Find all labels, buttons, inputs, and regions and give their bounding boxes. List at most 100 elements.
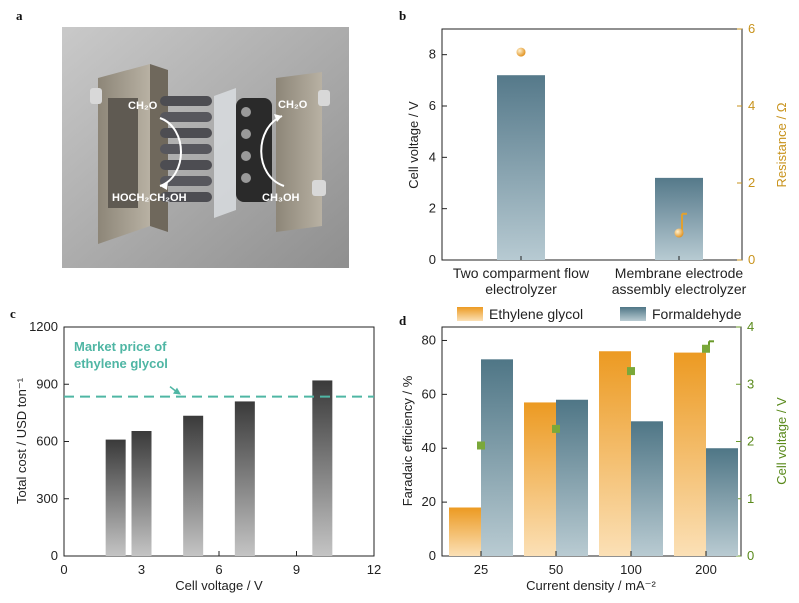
panel-c-ytick-label: 0: [51, 548, 58, 563]
panel-c-bar: [131, 431, 152, 556]
panel-c-bar: [312, 380, 333, 556]
panel-d-bar-formaldehyde: [706, 448, 738, 556]
panel-d-ytick-label: 60: [422, 386, 436, 401]
panel-a: a: [16, 8, 349, 268]
panel-letter-d: d: [399, 313, 407, 328]
panel-d-legend-label: Formaldehyde: [652, 306, 742, 322]
panel-c-bar: [234, 401, 255, 556]
left-arrowhead: [160, 181, 168, 190]
panel-d-bar-formaldehyde: [481, 359, 513, 556]
panel-d-voltage-point: [627, 367, 635, 376]
panel-b-category-label: Two comparment flow: [453, 265, 590, 281]
panel-d-bars: [449, 351, 738, 556]
panel-letter-b: b: [399, 8, 406, 23]
panel-b-category-label: electrolyzer: [485, 281, 557, 297]
panel-d-x-axis: 25 50 100 200: [474, 551, 717, 577]
panel-d-voltage-points: [477, 340, 714, 450]
panel-d-voltage-point: [552, 424, 560, 433]
panel-d-bar-formaldehyde: [631, 421, 663, 556]
panel-d-ylabel: Faradaic efficiency / %: [400, 375, 415, 506]
panel-d-legend-label: Ethylene glycol: [489, 306, 583, 322]
panel-d-xlabel: Current density / mA⁻²: [526, 578, 656, 593]
panel-b-y2tick-label: 0: [748, 252, 755, 267]
label-right-top: CH₂O: [278, 99, 308, 111]
right-arrowhead: [274, 114, 282, 122]
panel-b-chart: b 0 2 4 6 8 0 2 4 6 Two comparment flowelectrol…: [399, 8, 789, 297]
panel-d-bar-ethylene-glycol: [449, 507, 481, 556]
panel-b-y2tick-label: 6: [748, 21, 755, 36]
panel-c-ylabel: Total cost / USD ton⁻¹: [14, 377, 29, 504]
panel-b-bar: [655, 177, 703, 260]
panel-b-resistance-points: [516, 47, 687, 238]
panel-c-market-price-label: Market price of: [74, 339, 167, 354]
panel-d-left-axis: 0 20 40 60 80: [422, 332, 447, 563]
panel-d-ytick-label: 0: [429, 548, 436, 563]
panel-c-xtick-label: 9: [293, 562, 300, 577]
label-left-top: CH₂O: [128, 100, 158, 112]
panel-d-bar-ethylene-glycol: [674, 352, 706, 556]
panel-b-ytick-label: 8: [429, 47, 436, 62]
panel-b-category-label: Membrane electrode: [615, 265, 744, 281]
panel-d-y2tick-label: 4: [747, 319, 754, 334]
panel-c-ytick-label: 600: [36, 434, 58, 449]
panel-d-bar-ethylene-glycol: [599, 351, 631, 556]
panel-b-ytick-label: 2: [429, 201, 436, 216]
panel-b-frame: [441, 28, 743, 261]
panel-d-xtick-label: 50: [549, 562, 563, 577]
panel-b-y2tick-label: 4: [748, 98, 755, 113]
panel-d-xtick-label: 200: [695, 562, 717, 577]
panel-c-reference-line: Market price of ethylene glycol: [64, 339, 374, 398]
left-electrode-rods: [160, 96, 212, 202]
panel-d-y2tick-label: 0: [747, 548, 754, 563]
panel-c-annotation-arrowhead: [173, 387, 181, 395]
panel-c-x-axis: 0 3 6 9 12: [60, 551, 381, 577]
panel-d-voltage-point: [477, 441, 485, 450]
panel-d-xtick-label: 25: [474, 562, 488, 577]
panel-d-bar-ethylene-glycol: [524, 402, 556, 556]
panel-letter-c: c: [10, 306, 16, 321]
panel-c-chart: c 0 300 600 900 1200 0 3 6 9 12 Market price of e…: [10, 306, 381, 593]
right-reaction-arrow: [260, 115, 285, 187]
panel-b-ytick-label: 4: [429, 149, 436, 164]
panel-d-ytick-label: 40: [422, 440, 436, 455]
panel-b-ytick-label: 0: [429, 252, 436, 267]
panel-c-bar: [183, 415, 204, 556]
panel-b-resistance-point: [674, 228, 684, 238]
left-electrode-frame: [98, 64, 168, 244]
panel-c-xtick-label: 0: [60, 562, 67, 577]
panel-letter-a: a: [16, 8, 23, 23]
label-left-bottom: HOCH₂CH₂OH: [112, 192, 187, 204]
panel-c-bar: [105, 439, 126, 556]
panel-c-xtick-label: 6: [215, 562, 222, 577]
panel-b-bars: [497, 75, 703, 260]
panel-c-market-price-label: ethylene glycol: [74, 356, 168, 371]
membrane: [214, 88, 236, 218]
panel-b-y2tick-label: 2: [748, 175, 755, 190]
panel-c-xtick-label: 12: [367, 562, 381, 577]
panel-b-left-axis: 0 2 4 6 8: [429, 47, 447, 267]
panel-c-y-axis: 0 300 600 900 1200: [29, 319, 69, 563]
panel-c-ytick-label: 1200: [29, 319, 58, 334]
panel-d-right-axis: 0 1 2 3 4: [736, 319, 754, 563]
panel-d-legend: Ethylene glycol Formaldehyde: [457, 306, 742, 322]
panel-d-legend-swatch: [457, 307, 483, 321]
panel-d-bar-formaldehyde: [556, 399, 588, 556]
panel-b-secondary-ylabel: Resistance / Ω: [774, 102, 789, 187]
panel-b-category-label: assembly electrolyzer: [612, 281, 747, 297]
panel-c-xtick-label: 3: [138, 562, 145, 577]
panel-b-ytick-label: 6: [429, 98, 436, 113]
panel-d-legend-swatch: [620, 307, 646, 321]
panel-d-y2tick-label: 1: [747, 491, 754, 506]
panel-d-y2tick-label: 3: [747, 376, 754, 391]
panel-d-y2tick-label: 2: [747, 434, 754, 449]
panel-c-bars: [105, 380, 333, 556]
panel-b-right-axis: 0 2 4 6: [737, 21, 755, 267]
label-right-bottom: CH₃OH: [262, 192, 300, 204]
panel-d-ytick-label: 20: [422, 494, 436, 509]
panel-c-xlabel: Cell voltage / V: [175, 578, 263, 593]
panel-b-resistance-point: [516, 47, 526, 57]
right-electrode-frame: [90, 72, 330, 232]
panel-d-ytick-label: 80: [422, 332, 436, 347]
